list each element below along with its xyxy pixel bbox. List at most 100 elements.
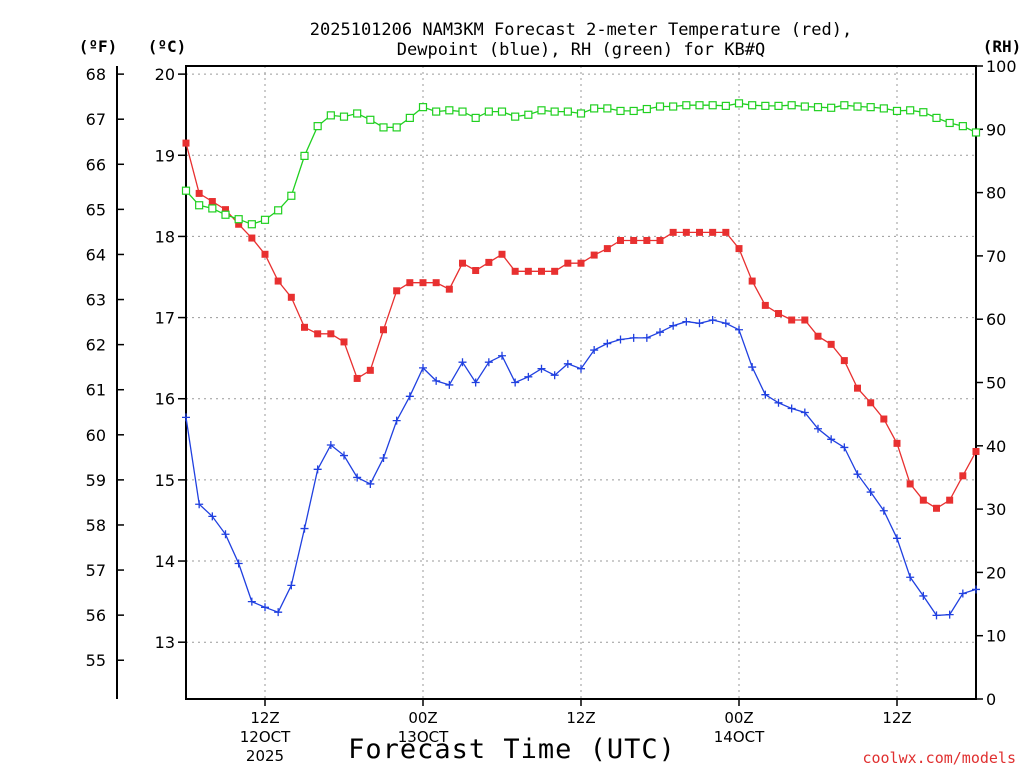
dewpoint-point [932,611,941,620]
dewpoint-point [261,603,269,612]
temperature-point [893,439,901,447]
temperature-point [590,251,598,259]
dewpoint-point [195,500,204,509]
rh-tick-label: 10 [986,627,1006,646]
dewpoint-point [182,413,190,422]
rh-point [721,101,730,110]
rh-point [313,122,322,131]
dewpoint-point [274,608,283,617]
dewpoint-point [656,328,664,337]
temperature-point [353,374,361,382]
temperature-point [775,310,782,318]
rh-point [445,106,454,115]
dewpoint-point [774,398,783,407]
chart-title-line1: 2025101206 NAM3KM Forecast 2-meter Tempe… [310,20,852,40]
dewpoint-point [234,559,243,568]
temperature-point [274,277,282,285]
dewpoint-point [893,534,901,543]
x-tick-time-label: 12Z [250,709,279,727]
temperature-point [432,279,440,287]
temperature-point [314,330,322,338]
unit-rh: (RH) [983,37,1022,56]
rh-point [195,201,204,210]
credit-text: coolwx.com/models [862,749,1016,767]
dewpoint-point [827,435,836,444]
rh-point [655,102,665,111]
rh-point [682,101,691,110]
dewpoint-point [458,358,467,367]
dewpoint-point [695,319,704,328]
temperature-point [419,279,427,287]
x-tick-time-label: 00Z [724,709,753,727]
x-tick-time-label: 12Z [882,709,911,727]
dewpoint-point [326,440,335,449]
dewpoint-point [669,321,678,330]
celsius-tick-label: 13 [155,633,175,652]
temperature-point [366,366,374,374]
temperature-point [709,228,717,236]
temperature-point [919,496,927,504]
temperature-point [761,301,769,309]
fahrenheit-tick-label: 58 [86,516,106,535]
rh-point [971,128,981,137]
dewpoint-point [484,358,493,367]
rh-tick-label: 60 [986,310,1006,329]
plot-frame [185,65,977,700]
rh-point [537,106,546,115]
rh-point [708,101,717,110]
dewpoint-point [721,319,730,328]
rh-point [418,103,428,112]
rh-point [616,106,625,116]
celsius-tick-label: 14 [155,552,175,571]
dewpoint-point [972,585,980,594]
temperature-point [287,293,295,301]
dewpoint-point [642,333,651,342]
x-tick-time-label: 00Z [408,709,437,727]
rh-point [458,107,467,116]
temperature-point [564,259,572,267]
unit-fahrenheit: (ºF) [79,37,118,56]
temperature-point [445,285,453,293]
rh-tick-label: 20 [986,563,1006,582]
dewpoint-point [379,453,388,462]
rh-series [181,99,981,229]
celsius-tick-label: 20 [155,65,175,84]
rh-point [642,104,651,114]
rh-point [576,109,586,118]
fahrenheit-tick-label: 61 [86,381,106,400]
rh-point [761,101,770,110]
temperature-point [261,250,269,258]
rh-point [234,215,243,224]
dewpoint-point [300,524,309,533]
rh-point [695,101,704,110]
unit-celsius: (ºC) [148,37,187,56]
temperature-point [906,480,914,488]
dewpoint-point [537,364,546,373]
dewpoint-point [353,473,362,482]
temperature-point [933,504,940,512]
rh-point [590,104,599,113]
dewpoint-series [182,316,980,620]
dewpoint-point [247,597,256,606]
rh-point [274,206,283,215]
temperature-point [840,357,848,365]
temperature-point [380,326,387,334]
rh-point [892,106,902,116]
rh-point [603,104,612,113]
fahrenheit-tick-label: 62 [86,336,106,355]
temperature-point [617,236,624,244]
rh-point [247,220,256,229]
fahrenheit-tick-label: 55 [86,651,106,670]
celsius-tick-label: 19 [155,146,175,165]
x-tick-year-label: 2025 [246,747,284,765]
temperature-point [669,228,677,236]
rh-point [208,204,217,213]
rh-point [932,113,941,123]
dewpoint-point [313,465,322,474]
rh-point [840,101,849,110]
rh-point [524,110,533,119]
fahrenheit-tick-label: 63 [86,291,106,310]
temperature-point [603,245,611,253]
rh-point [366,115,375,124]
dewpoint-point [340,451,348,460]
